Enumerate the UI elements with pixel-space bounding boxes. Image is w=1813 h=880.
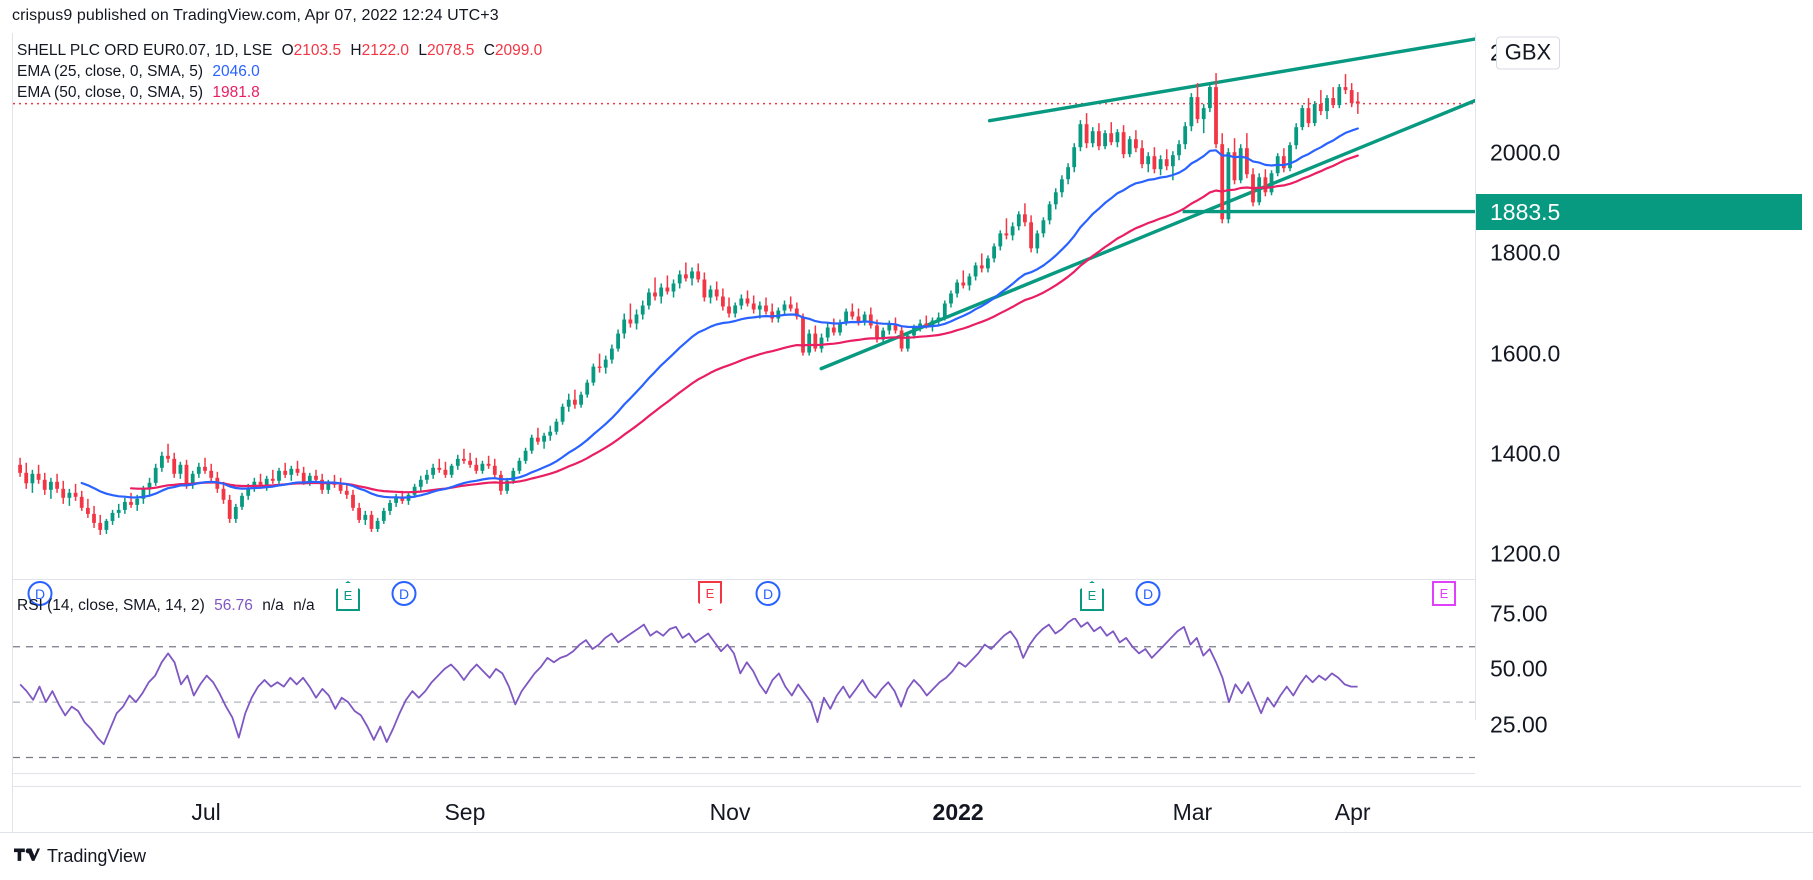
time-scale[interactable]: Jul Sep Nov 2022 Mar Apr	[12, 786, 1801, 832]
time-axis-label: Jul	[191, 799, 221, 825]
tradingview-brand-text: TradingView	[47, 846, 147, 866]
rsi-series-canvas	[13, 618, 1475, 759]
price-axis-label: 2000.0	[1490, 139, 1561, 166]
price-axis-label: 1600.0	[1490, 340, 1561, 367]
time-axis-label: Nov	[709, 799, 751, 825]
rsi-axis-label: 75.00	[1490, 600, 1548, 627]
tradingview-mark-icon	[14, 848, 40, 861]
time-axis-label: Apr	[1334, 799, 1371, 825]
rsi-line	[19, 618, 1358, 746]
trendline	[819, 98, 1475, 371]
event-marker-earnings-up[interactable]: E	[336, 581, 360, 611]
rsi-pane[interactable]	[13, 618, 1475, 774]
trendline	[987, 37, 1475, 123]
price-axis-label: 1800.0	[1490, 239, 1561, 266]
tradingview-logo[interactable]: TradingView	[14, 846, 146, 867]
event-marker-earnings-down[interactable]: E	[698, 581, 722, 611]
current-price-tag[interactable]: 1883.5	[1476, 193, 1802, 230]
event-marker-dividend[interactable]: D	[755, 581, 781, 606]
rsi-axis-label: 25.00	[1490, 711, 1548, 737]
event-marker-earnings-future[interactable]: E	[1432, 581, 1456, 606]
currency-unit-badge[interactable]: GBX	[1496, 36, 1560, 70]
price-axis-label: 1400.0	[1490, 440, 1561, 467]
time-axis-label: Mar	[1172, 799, 1213, 825]
price-series-canvas	[13, 37, 1475, 535]
price-pane[interactable]	[13, 33, 1475, 580]
event-marker-dividend[interactable]: D	[27, 581, 53, 606]
event-marker-earnings-up[interactable]: E	[1080, 581, 1104, 611]
price-axis-label: 1200.0	[1490, 540, 1561, 567]
time-axis-label: Sep	[444, 799, 486, 825]
event-marker-dividend[interactable]: D	[391, 581, 417, 606]
publish-attribution: crispus9 published on TradingView.com, A…	[12, 7, 499, 24]
price-scale[interactable]: 2200.02000.01800.01600.01400.01200.0GBX1…	[1475, 33, 1802, 737]
time-axis-label: 2022	[932, 799, 984, 825]
rsi-axis-label: 50.00	[1490, 655, 1548, 682]
event-marker-dividend[interactable]: D	[1135, 581, 1161, 606]
footer-bar: TradingView	[0, 832, 1813, 880]
